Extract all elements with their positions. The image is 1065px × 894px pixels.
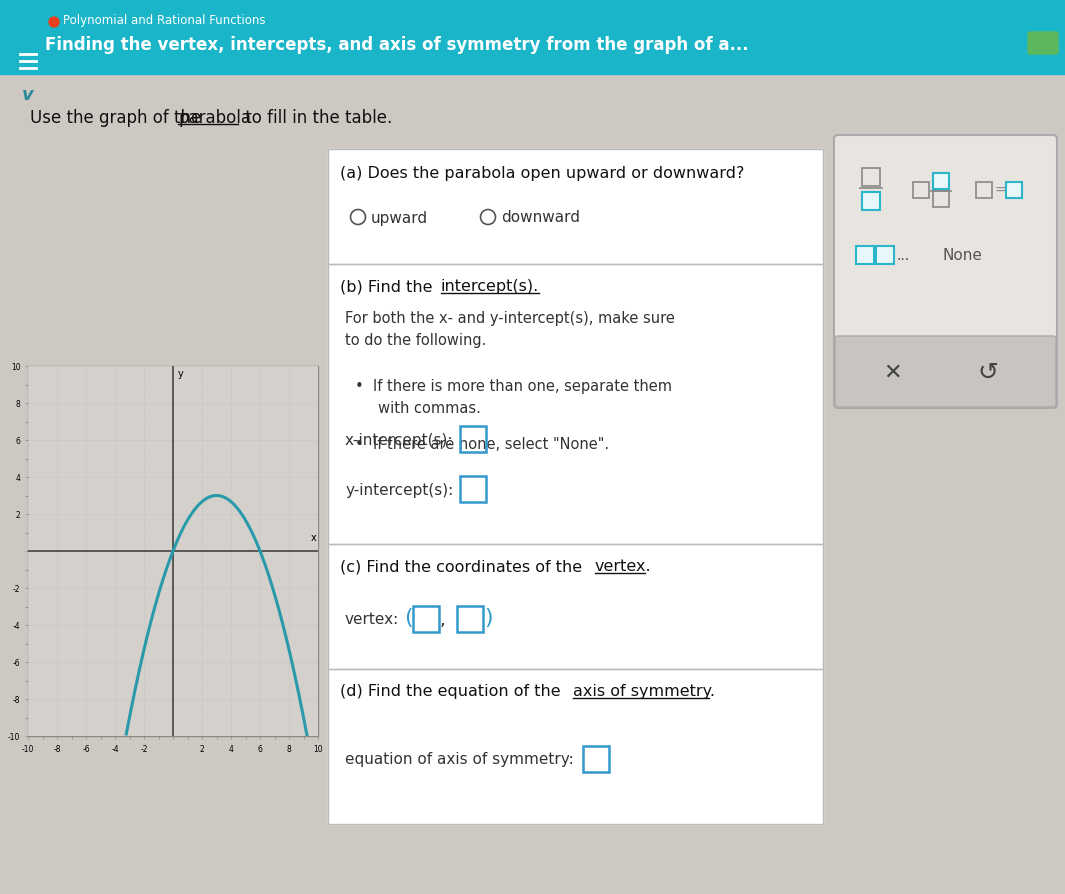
Bar (583, 746, 609, 772)
Text: Polynomial and Rational Functions: Polynomial and Rational Functions (63, 13, 265, 27)
Text: axis of symmetry.: axis of symmetry. (573, 683, 715, 698)
Bar (862, 193, 880, 211)
Text: None: None (943, 249, 983, 263)
Text: ): ) (484, 607, 493, 628)
Circle shape (49, 18, 59, 28)
Bar (862, 169, 880, 187)
Text: For both the x- and y-intercept(s), make sure
to do the following.: For both the x- and y-intercept(s), make… (345, 310, 675, 348)
Text: (b) Find the: (b) Find the (340, 279, 438, 293)
Bar (28, 367, 318, 736)
Bar (328, 150, 823, 265)
Text: Use the graph of the: Use the graph of the (30, 109, 207, 127)
Bar (457, 606, 484, 632)
Text: x-intercept(s):: x-intercept(s): (345, 432, 454, 447)
Bar (1006, 182, 1022, 198)
Bar (328, 150, 823, 265)
Bar (913, 182, 929, 198)
Text: (: ( (404, 607, 412, 628)
Text: Finding the vertex, intercepts, and axis of symmetry from the graph of a...: Finding the vertex, intercepts, and axis… (45, 36, 749, 54)
Bar (976, 182, 992, 198)
Text: vertex:: vertex: (345, 611, 399, 627)
Bar (0, 0, 1065, 75)
Bar (876, 247, 894, 265)
FancyBboxPatch shape (1028, 33, 1058, 55)
Text: =: = (994, 184, 1005, 198)
Text: parabola: parabola (178, 109, 251, 127)
Bar (328, 265, 823, 544)
Bar (328, 670, 823, 824)
Bar (933, 173, 949, 190)
Text: ,: , (440, 611, 446, 628)
Bar (413, 606, 439, 632)
FancyBboxPatch shape (835, 337, 1056, 408)
Text: intercept(s).: intercept(s). (441, 279, 539, 293)
Bar (460, 426, 486, 452)
Bar (328, 670, 823, 824)
Bar (933, 192, 949, 207)
Text: ✕: ✕ (884, 362, 902, 382)
Text: v: v (22, 86, 34, 104)
Text: y-intercept(s):: y-intercept(s): (345, 482, 454, 497)
Text: vertex.: vertex. (595, 559, 652, 573)
Bar (328, 265, 823, 544)
Text: (d) Find the equation of the: (d) Find the equation of the (340, 683, 566, 698)
Text: ...: ... (896, 249, 910, 263)
Bar (856, 247, 874, 265)
Bar (328, 544, 823, 670)
Text: to fill in the table.: to fill in the table. (240, 109, 392, 127)
Text: •  If there is more than one, separate them
     with commas.: • If there is more than one, separate th… (355, 378, 672, 416)
Text: upward: upward (371, 210, 428, 225)
Text: •  If there are none, select "None".: • If there are none, select "None". (355, 436, 609, 451)
Bar (28, 367, 318, 736)
FancyBboxPatch shape (834, 136, 1056, 409)
Bar (460, 477, 486, 502)
Bar (328, 544, 823, 670)
Text: x: x (311, 532, 316, 542)
Text: (a) Does the parabola open upward or downward?: (a) Does the parabola open upward or dow… (340, 165, 744, 181)
Text: ↺: ↺ (978, 360, 999, 384)
Text: equation of axis of symmetry:: equation of axis of symmetry: (345, 752, 574, 767)
Text: (c) Find the coordinates of the: (c) Find the coordinates of the (340, 559, 587, 573)
Text: y: y (178, 369, 183, 379)
Text: downward: downward (501, 210, 580, 225)
